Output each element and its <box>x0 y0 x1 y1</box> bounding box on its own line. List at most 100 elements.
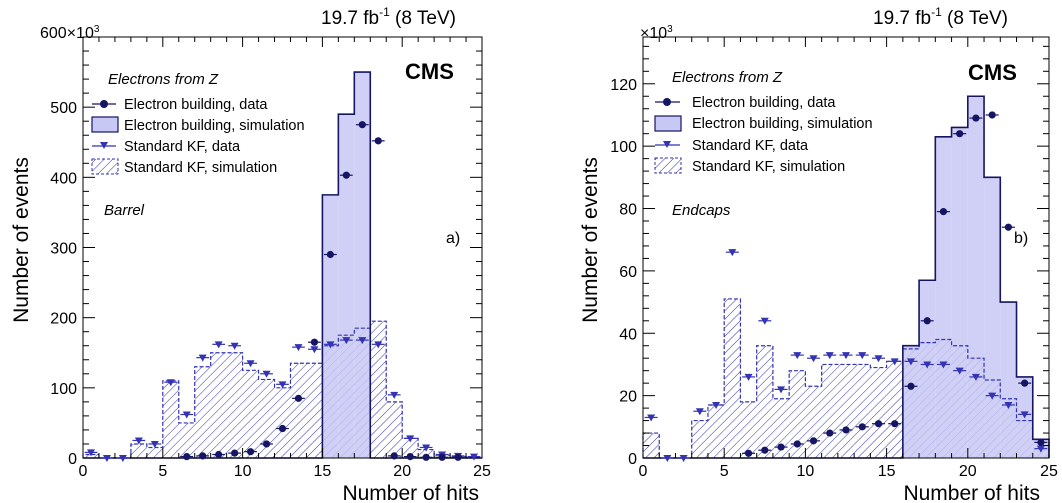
kf-data-point <box>374 341 383 349</box>
y-multiplier: 600×103 <box>40 24 100 42</box>
ele-sim-bar <box>935 136 952 458</box>
kf-data-point <box>390 391 399 399</box>
ele-data-point <box>891 420 899 428</box>
kf-data-point <box>198 354 207 362</box>
ele-data-point <box>231 449 239 457</box>
legend-marker-circle <box>663 98 671 106</box>
ele-data-point <box>326 250 334 259</box>
kf-data-point <box>906 358 915 366</box>
ele-data-point <box>183 452 191 461</box>
lumi-label: 19.7 fb-1 (8 TeV) <box>873 5 1008 29</box>
legend-label: Electron building, simulation <box>124 118 305 134</box>
ele-data-point <box>374 137 382 145</box>
kf-data-point <box>86 449 95 457</box>
ele-data-point <box>777 443 785 451</box>
ele-data-point <box>1037 438 1045 447</box>
kf-sim-bar <box>370 321 387 458</box>
kf-sim-bar <box>870 367 887 458</box>
y-axis-title: Number of events <box>10 157 33 323</box>
ele-data-point <box>842 426 850 434</box>
ele-data-point <box>199 452 207 460</box>
kf-data-point <box>102 455 111 462</box>
x-axis-title: Number of hits <box>903 482 1040 503</box>
ele-sim-bar <box>967 96 985 458</box>
x-tick-label: 10 <box>797 463 815 480</box>
ele-sim-bar <box>354 72 371 458</box>
ele-data-point <box>809 437 818 445</box>
kf-sim-bar <box>274 387 291 458</box>
kf-sim-bar <box>146 447 163 458</box>
kf-data-point <box>310 346 319 354</box>
kf-data-point <box>182 411 191 419</box>
axes-frame: 0 5 10 15 20 25 0 20 40 60 80 100 120 <box>610 36 1058 480</box>
kf-data-point <box>988 392 997 400</box>
ele-data-point <box>342 171 350 179</box>
ele-sim-bar <box>1000 302 1017 458</box>
kf-data-point <box>166 379 175 387</box>
ele-data-point <box>390 452 398 460</box>
kf-sim-bar <box>756 345 773 458</box>
ele-data-point <box>744 449 753 457</box>
y-tick-label: 400 <box>50 170 77 187</box>
bars-layer <box>82 71 483 459</box>
legend-label: Standard KF, data <box>124 139 241 155</box>
kf-sim-bar <box>258 379 275 458</box>
y-tick-label: 80 <box>619 202 637 219</box>
x-tick-label: 20 <box>393 463 411 480</box>
ele-data-point <box>923 317 931 325</box>
x-tick-label: 0 <box>639 463 648 480</box>
y-tick-label: 300 <box>50 241 77 258</box>
kf-data-point <box>939 361 948 369</box>
y-multiplier: ×103 <box>640 24 673 42</box>
kf-data-point <box>1004 401 1013 409</box>
cms-label: CMS <box>968 60 1017 85</box>
kf-sim-bar <box>242 370 259 458</box>
kf-data-point <box>342 337 351 345</box>
kf-data-point <box>842 352 850 360</box>
x-tick-label: 25 <box>1040 463 1058 480</box>
legend: Electron building, data Electron buildin… <box>91 97 305 176</box>
x-tick-label: 5 <box>720 463 729 480</box>
kf-data-point <box>695 408 704 416</box>
kf-sim-bar <box>306 363 323 458</box>
kf-sim-bar <box>402 438 419 458</box>
kf-data-point <box>246 360 255 368</box>
ele-data-point <box>858 423 866 431</box>
bars-layer <box>642 95 1050 459</box>
kf-data-point <box>712 401 721 409</box>
ele-data-point <box>956 130 964 138</box>
panel-label: a) <box>446 230 460 247</box>
region-label: Barrel <box>104 202 145 219</box>
ele-data-point <box>215 450 223 459</box>
kf-sim-bar <box>805 386 822 458</box>
ele-data-point <box>246 448 255 456</box>
kf-data-point <box>326 341 335 349</box>
x-tick-label: 0 <box>79 463 88 480</box>
y-tick-label: 100 <box>50 381 77 398</box>
kf-data-point <box>230 342 239 350</box>
region-label: Endcaps <box>672 202 731 219</box>
kf-data-point <box>278 381 287 389</box>
ele-data-point <box>278 424 287 433</box>
kf-data-point <box>214 341 223 349</box>
kf-data-point <box>118 455 127 462</box>
kf-sim-bar <box>724 298 741 458</box>
ele-data-point <box>438 453 446 461</box>
kf-sim-bar <box>386 401 403 458</box>
kf-data-point <box>874 355 883 363</box>
kf-sim-bar <box>837 364 855 458</box>
y-tick-label: 100 <box>610 139 637 156</box>
legend-header: Electrons from Z <box>672 69 783 86</box>
kf-data-point <box>1036 445 1045 453</box>
kf-sim-outline <box>642 298 1050 459</box>
y-tick-label: 0 <box>68 451 77 468</box>
kf-data-point <box>470 453 479 461</box>
kf-data-point <box>955 367 964 375</box>
kf-data-point <box>406 435 415 443</box>
legend-label: Standard KF, data <box>692 138 809 154</box>
ele-data-point <box>454 453 462 461</box>
kf-sim-bar <box>691 420 708 458</box>
legend-label: Electron building, data <box>124 97 268 113</box>
legend-swatch-filled <box>654 115 682 132</box>
kf-sim-bar <box>194 366 211 458</box>
